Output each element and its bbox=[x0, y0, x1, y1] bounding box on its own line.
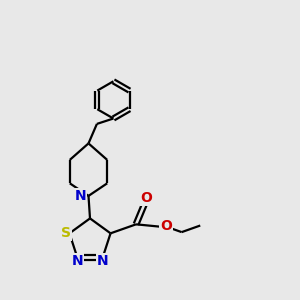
Text: N: N bbox=[74, 189, 86, 203]
Text: O: O bbox=[160, 219, 172, 233]
Text: N: N bbox=[71, 254, 83, 268]
Text: N: N bbox=[97, 254, 109, 268]
Text: O: O bbox=[141, 191, 152, 205]
Text: S: S bbox=[61, 226, 71, 240]
